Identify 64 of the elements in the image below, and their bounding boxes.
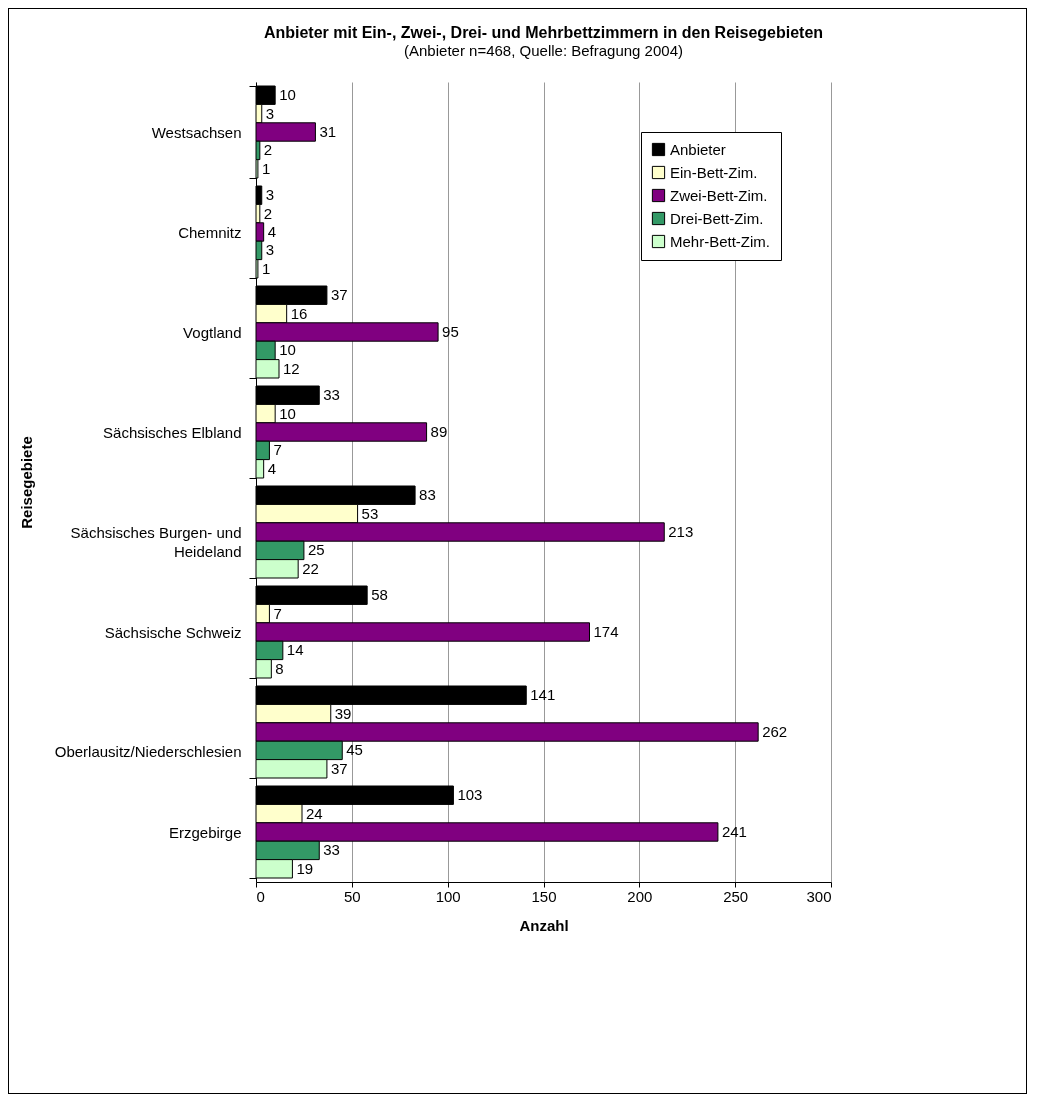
y-tick-label: Sächsische Schweiz — [104, 623, 242, 641]
y-tick-label: Westsachsen — [151, 123, 242, 141]
x-tick-label: 200 — [627, 887, 653, 905]
data-label: 4 — [267, 223, 277, 240]
legend-label: Ein-Bett-Zim. — [670, 163, 758, 181]
data-label: 7 — [273, 441, 282, 459]
data-label: 37 — [330, 759, 348, 777]
legend-label: Mehr-Bett-Zim. — [670, 232, 771, 250]
data-label: 83 — [419, 486, 436, 504]
y-tick-label: Vogtland — [183, 323, 242, 341]
legend-label: Drei-Bett-Zim. — [670, 209, 764, 227]
x-tick-label: 300 — [806, 887, 832, 905]
data-label: 31 — [319, 123, 337, 140]
data-label: 2 — [263, 204, 273, 222]
data-label: 45 — [346, 741, 363, 759]
data-label: 3 — [265, 186, 275, 204]
data-label: 24 — [306, 804, 323, 822]
y-tick-label: Sächsisches Burgen- und Heideland — [70, 523, 242, 560]
data-label: 241 — [721, 823, 747, 840]
data-label: 3 — [265, 241, 275, 259]
data-label: 14 — [286, 641, 304, 659]
data-label: 213 — [668, 523, 694, 540]
x-tick-label: 50 — [343, 887, 361, 905]
data-label: 10 — [279, 341, 296, 359]
data-label: 12 — [283, 359, 300, 377]
data-label: 2 — [263, 141, 273, 159]
legend-label: Anbieter — [670, 140, 726, 158]
data-label: 103 — [457, 786, 483, 804]
y-axis-title: Reisegebiete — [17, 436, 35, 529]
y-tick-label: Chemnitz — [178, 223, 242, 241]
y-tick-label: Erzgebirge — [168, 823, 242, 841]
data-label: 19 — [296, 859, 314, 877]
x-tick-label: 150 — [531, 887, 557, 905]
y-tick-label: Oberlausitz/Niederschlesien — [54, 742, 242, 760]
data-label: 1 — [261, 259, 271, 277]
data-label: 37 — [330, 286, 348, 304]
data-label: 22 — [302, 559, 319, 577]
data-label: 141 — [530, 686, 556, 704]
data-label: 53 — [361, 504, 379, 522]
data-label: 89 — [430, 423, 448, 440]
data-label: 39 — [334, 704, 352, 722]
data-label: 95 — [442, 323, 459, 340]
x-axis-title: Anzahl — [519, 916, 569, 934]
data-label: 262 — [762, 723, 788, 740]
data-label: 8 — [275, 659, 284, 677]
chart-subtitle: (Anbieter n=468, Quelle: Befragung 2004) — [404, 42, 683, 59]
data-label: 58 — [371, 586, 388, 604]
data-label: 10 — [279, 86, 296, 104]
data-label: 10 — [279, 404, 296, 422]
x-tick-label: 100 — [435, 887, 461, 905]
data-label: 4 — [267, 459, 277, 477]
legend-label: Zwei-Bett-Zim. — [670, 186, 768, 204]
data-label: 33 — [323, 841, 340, 859]
x-tick-label: 250 — [723, 887, 749, 905]
data-label: 25 — [307, 541, 325, 559]
data-label: 174 — [593, 623, 619, 640]
data-label: 7 — [273, 604, 282, 622]
y-tick-label: Sächsisches Elbland — [103, 423, 242, 441]
data-label: 1 — [261, 159, 271, 177]
chart-title: Anbieter mit Ein-, Zwei-, Drei- und Mehrbettzimmern in den Reisegebieten — [263, 24, 824, 41]
data-label: 16 — [290, 304, 308, 322]
data-label: 33 — [323, 386, 340, 404]
data-label: 3 — [265, 104, 275, 122]
x-tick-label: 0 — [256, 887, 265, 905]
